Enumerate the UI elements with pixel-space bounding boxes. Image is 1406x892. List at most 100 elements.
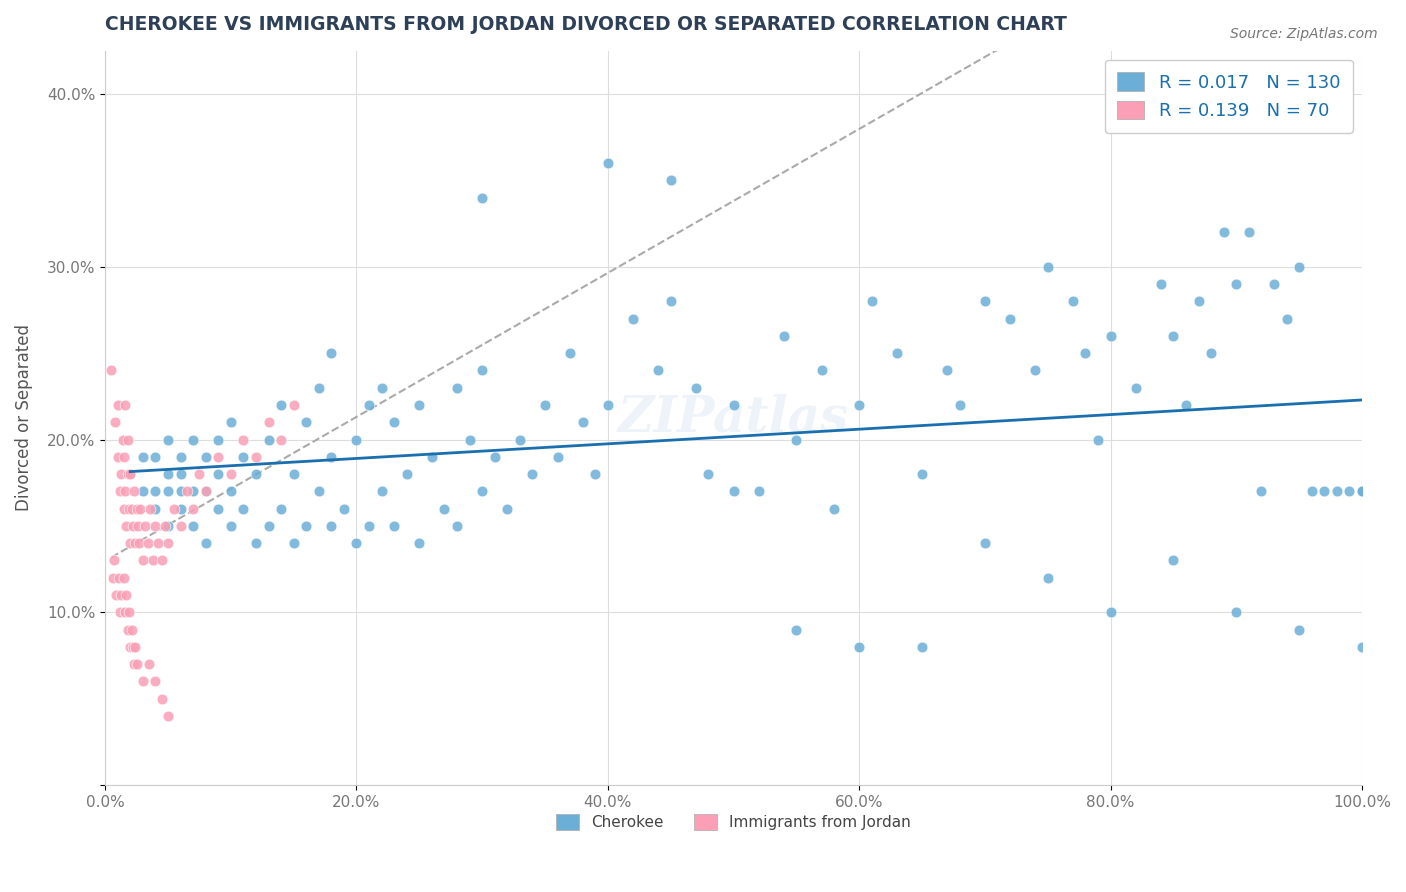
Y-axis label: Divorced or Separated: Divorced or Separated <box>15 325 32 511</box>
Point <box>1288 260 1310 274</box>
Point <box>333 501 356 516</box>
Point <box>420 450 443 464</box>
Point <box>785 433 807 447</box>
Point <box>1062 294 1084 309</box>
Text: Source: ZipAtlas.com: Source: ZipAtlas.com <box>1230 27 1378 41</box>
Point <box>974 536 997 550</box>
Point <box>522 467 544 482</box>
Point <box>370 381 392 395</box>
Point <box>471 191 494 205</box>
Point <box>232 433 254 447</box>
Point <box>181 519 204 533</box>
Point <box>245 450 267 464</box>
Point <box>232 501 254 516</box>
Point <box>697 467 720 482</box>
Point <box>114 398 136 412</box>
Point <box>1250 484 1272 499</box>
Point <box>382 519 405 533</box>
Point <box>270 501 292 516</box>
Point <box>163 501 186 516</box>
Text: CHEROKEE VS IMMIGRANTS FROM JORDAN DIVORCED OR SEPARATED CORRELATION CHART: CHEROKEE VS IMMIGRANTS FROM JORDAN DIVOR… <box>105 15 1067 34</box>
Point <box>120 467 142 482</box>
Point <box>723 484 745 499</box>
Point <box>534 398 557 412</box>
Point <box>283 536 305 550</box>
Point <box>207 501 229 516</box>
Point <box>257 433 280 447</box>
Point <box>496 501 519 516</box>
Point <box>145 519 167 533</box>
Point <box>156 536 179 550</box>
Point <box>219 519 242 533</box>
Point <box>446 519 468 533</box>
Point <box>145 674 167 689</box>
Point <box>886 346 908 360</box>
Point <box>232 450 254 464</box>
Point <box>103 553 125 567</box>
Point <box>207 450 229 464</box>
Point <box>110 467 132 482</box>
Point <box>308 381 330 395</box>
Point <box>156 709 179 723</box>
Point <box>194 484 217 499</box>
Point <box>128 536 150 550</box>
Point <box>1187 294 1209 309</box>
Point <box>156 484 179 499</box>
Point <box>321 450 343 464</box>
Point <box>547 450 569 464</box>
Point <box>1351 640 1374 654</box>
Point <box>1339 484 1361 499</box>
Point <box>108 484 131 499</box>
Point <box>139 501 162 516</box>
Point <box>117 467 139 482</box>
Point <box>596 156 619 170</box>
Point <box>132 553 155 567</box>
Point <box>121 640 143 654</box>
Point <box>108 571 131 585</box>
Point <box>122 484 145 499</box>
Point <box>181 433 204 447</box>
Point <box>120 536 142 550</box>
Point <box>125 657 148 672</box>
Point <box>111 433 134 447</box>
Point <box>911 640 934 654</box>
Point <box>509 433 531 447</box>
Point <box>194 450 217 464</box>
Point <box>823 501 845 516</box>
Point <box>145 450 167 464</box>
Point <box>101 571 124 585</box>
Point <box>1163 329 1185 343</box>
Point <box>949 398 972 412</box>
Point <box>295 519 318 533</box>
Point <box>188 467 211 482</box>
Point <box>1074 346 1097 360</box>
Point <box>446 381 468 395</box>
Point <box>112 501 135 516</box>
Point <box>150 553 173 567</box>
Point <box>647 363 669 377</box>
Point <box>848 640 870 654</box>
Point <box>117 433 139 447</box>
Point <box>145 484 167 499</box>
Point <box>471 363 494 377</box>
Point <box>100 363 122 377</box>
Point <box>1163 553 1185 567</box>
Point <box>1225 605 1247 619</box>
Point <box>1150 277 1173 291</box>
Point <box>107 450 129 464</box>
Point <box>169 519 191 533</box>
Point <box>120 640 142 654</box>
Point <box>132 450 155 464</box>
Point <box>685 381 707 395</box>
Point <box>107 398 129 412</box>
Point <box>1288 623 1310 637</box>
Point <box>156 467 179 482</box>
Point <box>346 433 368 447</box>
Point <box>295 415 318 429</box>
Point <box>408 398 430 412</box>
Point <box>121 623 143 637</box>
Point <box>357 398 380 412</box>
Point <box>176 484 198 499</box>
Point <box>120 467 142 482</box>
Point <box>132 674 155 689</box>
